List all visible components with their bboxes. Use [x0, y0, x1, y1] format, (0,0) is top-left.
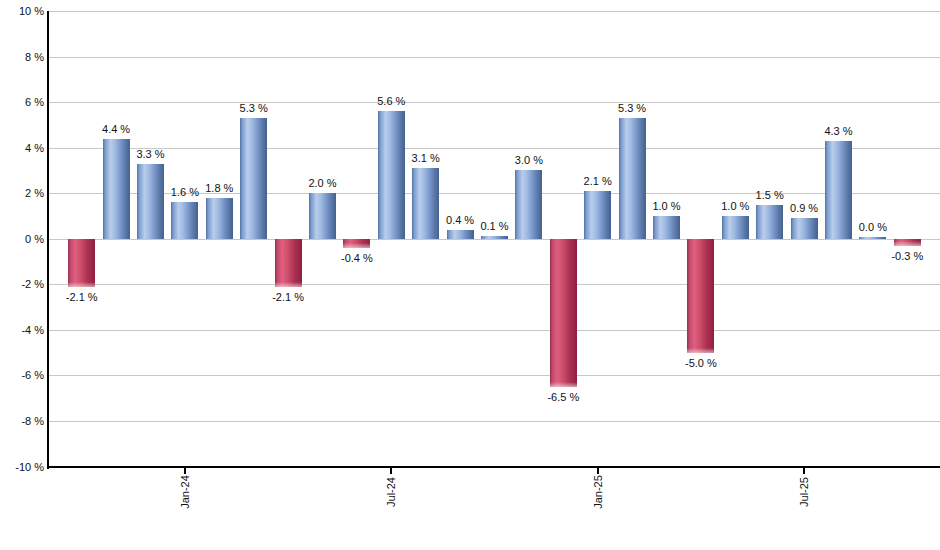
- bar-value-label: 1.5 %: [756, 189, 784, 201]
- gridline: [48, 421, 940, 422]
- bar-value-label: 0.1 %: [480, 220, 508, 232]
- bar: [378, 111, 405, 239]
- bar-value-label: -2.1 %: [272, 291, 304, 303]
- gridline: [48, 239, 940, 240]
- bar-value-label: 0.9 %: [790, 202, 818, 214]
- gridline: [48, 102, 940, 103]
- bar: [825, 141, 852, 239]
- gridline: [48, 330, 940, 331]
- bar-value-label: 1.8 %: [205, 182, 233, 194]
- bar-value-label: 3.1 %: [412, 152, 440, 164]
- bar: [722, 216, 749, 239]
- bar-value-label: -5.0 %: [685, 357, 717, 369]
- bar-value-label: 0.4 %: [446, 214, 474, 226]
- y-tick-label: 0 %: [0, 233, 44, 245]
- bar: [447, 230, 474, 239]
- bar: [412, 168, 439, 239]
- x-tick-label: Jan-24: [179, 470, 191, 514]
- bar-value-label: -6.5 %: [547, 391, 579, 403]
- bar-value-label: 4.3 %: [824, 125, 852, 137]
- bar: [859, 237, 886, 239]
- bar-value-label: 3.3 %: [136, 148, 164, 160]
- bar: [171, 202, 198, 238]
- bar-value-label: 3.0 %: [515, 154, 543, 166]
- bar: [894, 239, 921, 246]
- bar: [206, 198, 233, 239]
- bar: [653, 216, 680, 239]
- bar: [550, 239, 577, 387]
- bar: [791, 218, 818, 238]
- y-tick-label: 8 %: [0, 51, 44, 63]
- y-tick-label: -2 %: [0, 278, 44, 290]
- bar: [481, 236, 508, 238]
- y-tick-label: 6 %: [0, 96, 44, 108]
- bar: [584, 191, 611, 239]
- gridline: [48, 284, 940, 285]
- bar-value-label: 5.3 %: [618, 102, 646, 114]
- bar: [515, 170, 542, 238]
- bar: [240, 118, 267, 239]
- bar: [137, 164, 164, 239]
- gridline: [48, 148, 940, 149]
- gridline: [48, 11, 940, 12]
- bar-value-label: 1.0 %: [652, 200, 680, 212]
- bar-value-label: 1.0 %: [721, 200, 749, 212]
- bar: [619, 118, 646, 239]
- gridline: [48, 57, 940, 58]
- y-axis-line: [47, 11, 49, 469]
- gridline: [48, 375, 940, 376]
- bar-value-label: 4.4 %: [102, 123, 130, 135]
- y-tick-label: 10 %: [0, 5, 44, 17]
- x-tick-label: Jul-24: [385, 470, 397, 514]
- bar: [756, 205, 783, 239]
- y-tick-label: 2 %: [0, 187, 44, 199]
- bar: [275, 239, 302, 287]
- bar-value-label: 0.0 %: [859, 221, 887, 233]
- bar-value-label: 1.6 %: [171, 186, 199, 198]
- y-tick-label: -4 %: [0, 324, 44, 336]
- bar-value-label: -0.3 %: [891, 250, 923, 262]
- bar-value-label: 2.1 %: [584, 175, 612, 187]
- monthly-returns-bar-chart: 10 % 8 % 6 % 4 % 2 % 0 % -2 % -4 % -6 % -8 % -10 %…: [0, 0, 940, 550]
- bar: [68, 239, 95, 287]
- bar: [103, 139, 130, 239]
- x-tick-label: Jul-25: [798, 470, 810, 514]
- x-axis-line: [47, 466, 940, 468]
- y-tick-label: -6 %: [0, 369, 44, 381]
- bar: [343, 239, 370, 248]
- bar: [687, 239, 714, 353]
- y-tick-label: 4 %: [0, 142, 44, 154]
- bar-value-label: 5.3 %: [240, 102, 268, 114]
- y-tick-label: -10 %: [0, 461, 44, 473]
- bar-value-label: 2.0 %: [308, 177, 336, 189]
- bar: [309, 193, 336, 239]
- bar-value-label: 5.6 %: [377, 95, 405, 107]
- x-tick-label: Jan-25: [592, 470, 604, 514]
- bar-value-label: -2.1 %: [66, 291, 98, 303]
- y-tick-label: -8 %: [0, 415, 44, 427]
- bar-value-label: -0.4 %: [341, 252, 373, 264]
